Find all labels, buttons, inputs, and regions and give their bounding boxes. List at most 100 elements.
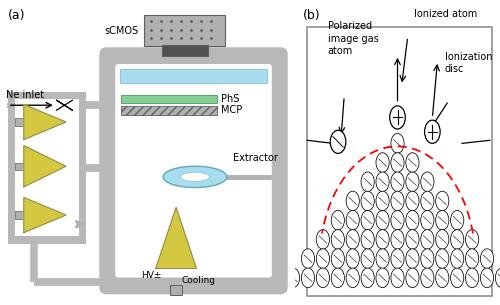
Polygon shape	[56, 105, 72, 110]
Circle shape	[376, 268, 389, 288]
Text: Cooling: Cooling	[182, 276, 216, 285]
Circle shape	[466, 249, 478, 268]
Text: PhS: PhS	[221, 95, 240, 104]
Ellipse shape	[180, 172, 210, 181]
Circle shape	[406, 210, 419, 230]
Circle shape	[331, 230, 344, 249]
Text: Ionization
disc: Ionization disc	[444, 52, 492, 74]
Circle shape	[391, 249, 404, 268]
Circle shape	[406, 268, 419, 288]
Circle shape	[450, 249, 464, 268]
Circle shape	[346, 230, 360, 249]
Circle shape	[480, 249, 494, 268]
Circle shape	[406, 230, 419, 249]
Text: Extractor: Extractor	[232, 153, 278, 163]
Circle shape	[302, 268, 314, 288]
Circle shape	[286, 268, 300, 288]
Circle shape	[391, 134, 404, 153]
Circle shape	[391, 230, 404, 249]
Circle shape	[420, 268, 434, 288]
Circle shape	[346, 191, 360, 211]
Circle shape	[390, 106, 406, 129]
Circle shape	[346, 268, 360, 288]
Bar	[144, 15, 226, 46]
Bar	[15, 99, 79, 236]
Circle shape	[406, 153, 419, 172]
Circle shape	[391, 268, 404, 288]
Circle shape	[436, 191, 449, 211]
Text: Ne inlet: Ne inlet	[6, 90, 44, 100]
FancyBboxPatch shape	[115, 64, 272, 278]
Circle shape	[361, 249, 374, 268]
Bar	[121, 106, 216, 115]
Polygon shape	[24, 146, 66, 187]
Circle shape	[436, 230, 449, 249]
Circle shape	[330, 130, 346, 153]
Bar	[15, 211, 24, 219]
Circle shape	[346, 210, 360, 230]
Circle shape	[361, 210, 374, 230]
Polygon shape	[56, 100, 72, 105]
Circle shape	[376, 191, 389, 211]
Bar	[170, 285, 182, 295]
Bar	[308, 27, 492, 296]
Bar	[121, 95, 216, 103]
Bar	[15, 163, 24, 170]
Circle shape	[361, 230, 374, 249]
Circle shape	[391, 153, 404, 172]
Circle shape	[302, 249, 314, 268]
Circle shape	[376, 153, 389, 172]
Circle shape	[406, 191, 419, 211]
Text: Polarized
image gas
atom: Polarized image gas atom	[328, 21, 378, 56]
Circle shape	[450, 230, 464, 249]
Circle shape	[376, 249, 389, 268]
Circle shape	[406, 249, 419, 268]
Circle shape	[466, 230, 478, 249]
Bar	[8, 92, 86, 244]
Circle shape	[466, 268, 478, 288]
Circle shape	[436, 268, 449, 288]
Circle shape	[480, 268, 494, 288]
Circle shape	[316, 249, 330, 268]
Ellipse shape	[163, 166, 227, 188]
Circle shape	[361, 191, 374, 211]
Circle shape	[316, 230, 330, 249]
Text: MCP: MCP	[221, 106, 242, 115]
FancyBboxPatch shape	[99, 47, 288, 294]
Text: (b): (b)	[303, 9, 321, 22]
Polygon shape	[24, 104, 66, 140]
Circle shape	[436, 210, 449, 230]
Circle shape	[406, 172, 419, 192]
Circle shape	[391, 172, 404, 192]
Circle shape	[420, 230, 434, 249]
Circle shape	[420, 249, 434, 268]
Polygon shape	[156, 207, 196, 268]
Circle shape	[450, 268, 464, 288]
Circle shape	[331, 249, 344, 268]
Circle shape	[346, 249, 360, 268]
Circle shape	[450, 210, 464, 230]
Circle shape	[316, 268, 330, 288]
Bar	[120, 69, 268, 83]
Circle shape	[420, 191, 434, 211]
Circle shape	[361, 172, 374, 192]
Circle shape	[376, 230, 389, 249]
Circle shape	[391, 210, 404, 230]
Polygon shape	[24, 198, 66, 232]
Circle shape	[331, 210, 344, 230]
Text: sCMOS: sCMOS	[104, 26, 138, 35]
Circle shape	[391, 191, 404, 211]
Circle shape	[331, 268, 344, 288]
Circle shape	[496, 268, 500, 288]
Bar	[162, 45, 208, 56]
Circle shape	[376, 210, 389, 230]
Circle shape	[424, 120, 440, 143]
Text: (a): (a)	[8, 9, 25, 22]
Circle shape	[436, 249, 449, 268]
Circle shape	[420, 172, 434, 192]
Circle shape	[420, 210, 434, 230]
Text: HV±: HV±	[142, 271, 162, 281]
Circle shape	[376, 172, 389, 192]
Bar	[15, 118, 24, 126]
Text: Ionized atom: Ionized atom	[414, 9, 477, 19]
